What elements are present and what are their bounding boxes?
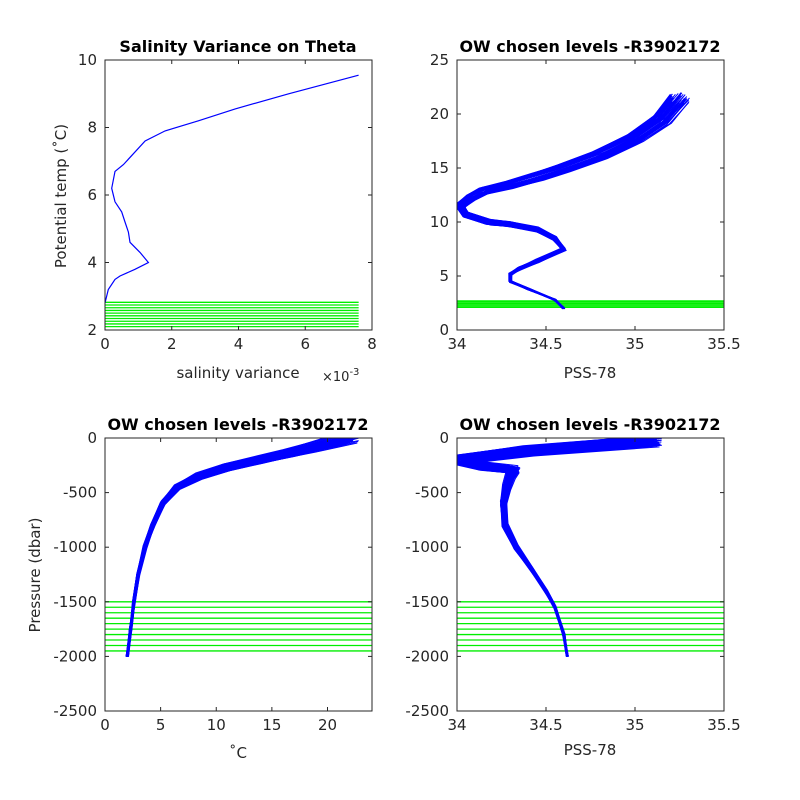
x-tick-label: 35.5 bbox=[707, 716, 740, 734]
x-axis-label: ˚C bbox=[229, 744, 247, 762]
x-tick-label: 10 bbox=[207, 716, 226, 734]
profile-line bbox=[125, 438, 343, 657]
y-axis-label: Pressure (dbar) bbox=[26, 518, 44, 633]
x-tick-label: 35 bbox=[625, 335, 644, 353]
x-tick-label: 0 bbox=[100, 335, 110, 353]
y-tick-label: 0 bbox=[439, 321, 449, 339]
axes-box bbox=[456, 437, 725, 712]
y-axis-label: Potential temp (˚C) bbox=[52, 124, 70, 268]
y-tick-label: -500 bbox=[415, 484, 449, 502]
y-tick-label: -2500 bbox=[405, 702, 449, 720]
y-tick-label: 0 bbox=[439, 429, 449, 447]
y-tick-label: 0 bbox=[87, 429, 97, 447]
profile-line bbox=[457, 97, 671, 309]
x-tick-label: 34 bbox=[447, 716, 466, 734]
panel-title: OW chosen levels -R3902172 bbox=[459, 37, 720, 56]
panel-pressure-salinity: OW chosen levels -R3902172 34 34.5 35 35.5 -… bbox=[405, 415, 740, 759]
x-tick-label: 15 bbox=[262, 716, 281, 734]
y-tick-label: 20 bbox=[430, 105, 449, 123]
plot-area bbox=[105, 74, 359, 328]
y-tick-label: -2000 bbox=[405, 647, 449, 665]
x-tick-label: 34.5 bbox=[529, 335, 562, 353]
x-axis-label: PSS-78 bbox=[564, 364, 617, 382]
y-tick-label: 25 bbox=[430, 51, 449, 69]
y-tick-label: 8 bbox=[87, 119, 97, 137]
y-tick-label: 10 bbox=[78, 51, 97, 69]
y-tick-label: -500 bbox=[63, 484, 97, 502]
x-tick-label: 35.5 bbox=[707, 335, 740, 353]
y-tick-label: -1000 bbox=[53, 538, 97, 556]
y-tick-label: 5 bbox=[439, 267, 449, 285]
x-axis-label: salinity variance bbox=[176, 364, 299, 382]
plot-area bbox=[457, 92, 724, 310]
x-axis-exponent-base: ×10 bbox=[322, 370, 349, 385]
panel-title: OW chosen levels -R3902172 bbox=[459, 415, 720, 434]
x-tick-label: 2 bbox=[167, 335, 177, 353]
variance-curve bbox=[105, 74, 359, 304]
axes-box bbox=[456, 59, 725, 331]
y-tick-label: -1500 bbox=[405, 593, 449, 611]
y-tick-label: -1500 bbox=[53, 593, 97, 611]
x-tick-label: 35 bbox=[625, 716, 644, 734]
x-tick-label: 20 bbox=[318, 716, 337, 734]
panel-theta-salinity: OW chosen levels -R3902172 34 34.5 35 35.5 0… bbox=[430, 37, 741, 382]
y-tick-label: 6 bbox=[87, 186, 97, 204]
y-tick-label: -2500 bbox=[53, 702, 97, 720]
x-tick-label: 0 bbox=[100, 716, 110, 734]
panel-pressure-temperature: OW chosen levels -R3902172 0 5 10 15 20 -2500… bbox=[26, 415, 373, 762]
plot-area bbox=[457, 438, 724, 658]
x-tick-label: 34 bbox=[447, 335, 466, 353]
x-tick-label: 4 bbox=[234, 335, 244, 353]
x-tick-label: 34.5 bbox=[529, 716, 562, 734]
panel-title: OW chosen levels -R3902172 bbox=[107, 415, 368, 434]
x-axis-exponent: ×10-3 bbox=[322, 367, 359, 385]
x-tick-label: 6 bbox=[300, 335, 310, 353]
y-tick-label: 10 bbox=[430, 213, 449, 231]
profile-line bbox=[463, 99, 690, 309]
profile-line bbox=[457, 93, 673, 309]
y-tick-label: 4 bbox=[87, 254, 97, 272]
profile-line bbox=[457, 441, 646, 657]
x-tick-label: 8 bbox=[367, 335, 377, 353]
x-tick-label: 5 bbox=[156, 716, 166, 734]
panel-title: Salinity Variance on Theta bbox=[119, 37, 356, 56]
y-tick-label: 2 bbox=[87, 321, 97, 339]
y-tick-label: 15 bbox=[430, 159, 449, 177]
x-axis-label: PSS-78 bbox=[564, 741, 617, 759]
plot-area bbox=[105, 438, 372, 657]
y-tick-label: -2000 bbox=[53, 647, 97, 665]
axes-box bbox=[104, 437, 373, 712]
x-axis-exponent-power: -3 bbox=[349, 367, 359, 378]
y-tick-label: -1000 bbox=[405, 538, 449, 556]
profile-line bbox=[127, 438, 353, 657]
